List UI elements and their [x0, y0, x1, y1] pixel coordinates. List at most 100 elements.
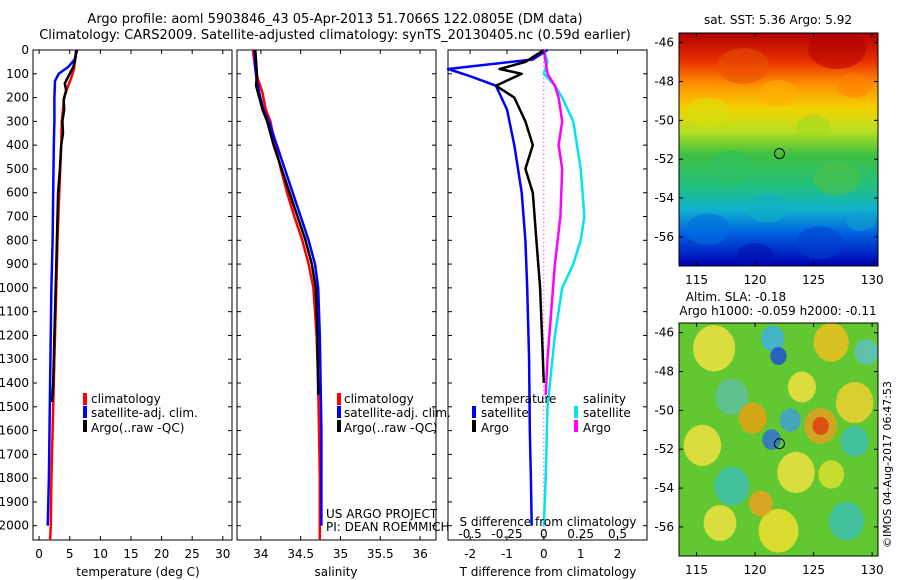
legend-label-climatology: climatology — [91, 392, 161, 406]
imos-watermark: ©IMOS 04-Aug-2017 06:47:53 — [881, 381, 894, 548]
legend-label-s-satellite: satellite — [583, 406, 631, 420]
sst-texture-patch — [736, 243, 774, 266]
temperature-xlabel: temperature (deg C) — [76, 565, 199, 579]
legend-label-argo: Argo(..raw -QC) — [91, 421, 184, 435]
y-tick-label: -46 — [654, 36, 674, 50]
sla-map-panel: Altim. SLA: -0.18 Argo h1000: -0.059 h20… — [654, 290, 883, 577]
sst-texture-patch — [796, 226, 843, 260]
temperature-axes-frame — [32, 49, 233, 541]
sla-eddy-patch — [812, 416, 829, 435]
sla-eddy-patch — [828, 501, 864, 541]
x-tick-label: 2 — [614, 547, 622, 561]
y-tick-label: 1700 — [0, 447, 29, 461]
series-line-satellite-adj-clim — [253, 49, 323, 526]
y-tick-label: 1200 — [0, 328, 29, 342]
temperature-legend: climatology satellite-adj. clim. Argo(..… — [83, 392, 198, 435]
sla-eddy-patch — [779, 408, 801, 432]
y-tick-label: 1000 — [0, 281, 29, 295]
legend-label-satellite: satellite-adj. clim. — [344, 406, 451, 420]
sla-eddy-patch — [738, 402, 767, 434]
pi-annotation: PI: DEAN ROEMMICH — [326, 520, 449, 534]
x-tick-label: 30 — [215, 547, 230, 561]
y-tick-label: 400 — [6, 138, 29, 152]
y-tick-label: -56 — [654, 520, 674, 534]
series-line-temperature-argo — [494, 48, 546, 384]
legend-swatch-climatology — [83, 393, 87, 405]
sla-eddy-patch — [854, 339, 878, 366]
sst-texture-patch — [813, 162, 861, 196]
x-tick-label: 10 — [93, 547, 108, 561]
legend-swatch-argo — [337, 420, 341, 432]
series-line-argo-raw-qc — [50, 49, 78, 403]
legend-swatch-t-satellite — [472, 406, 476, 418]
sla-eddy-patch — [715, 378, 749, 415]
legend-swatch-satellite — [337, 406, 341, 418]
x-tick-label: 34.5 — [287, 547, 314, 561]
series-line-argo-raw-qc — [254, 49, 320, 395]
x-tick-label: 0 — [540, 547, 548, 561]
y-tick-label: 1900 — [0, 495, 29, 509]
figure-title-line2: Climatology: CARS2009. Satellite-adjuste… — [39, 28, 631, 43]
sst-texture-patch — [708, 150, 756, 184]
y-tick-label: -52 — [654, 152, 674, 166]
y-tick-label: -56 — [654, 230, 674, 244]
y-tick-label: 1100 — [0, 305, 29, 319]
y-tick-label: 2000 — [0, 519, 29, 533]
sla-eddy-patch — [758, 508, 799, 553]
salinity-panel: 34 34.5 35 35.5 36 salinity climatology sate… — [236, 49, 451, 579]
series-line-salinity-argo — [542, 49, 564, 395]
x-tick-label: 130 — [861, 273, 884, 287]
x-tick-label: 120 — [744, 273, 767, 287]
legend-label-t-argo: Argo — [481, 421, 509, 435]
salinity-xlabel: salinity — [314, 565, 357, 579]
legend-label-t-satellite: satellite — [481, 406, 529, 420]
sst-texture-patch — [807, 33, 867, 70]
s-difference-label: S difference from climatology — [460, 515, 637, 529]
y-tick-label: -54 — [654, 481, 674, 495]
y-tick-label: -52 — [654, 442, 674, 456]
sla-eddy-patch — [693, 325, 736, 372]
x-tick-label: 25 — [185, 547, 200, 561]
y-tick-label: 700 — [6, 210, 29, 224]
legend-swatch-t-argo — [472, 420, 476, 432]
y-tick-label: 100 — [6, 67, 29, 81]
s-tick-label: 0.25 — [567, 527, 594, 541]
sst-map-title: sat. SST: 5.36 Argo: 5.92 — [704, 13, 852, 27]
y-tick-label: 900 — [6, 257, 29, 271]
t-difference-label: T difference from climatology — [459, 565, 637, 579]
x-tick-label: 36 — [412, 547, 427, 561]
y-tick-label: 1400 — [0, 376, 29, 390]
x-tick-label: 130 — [861, 563, 884, 577]
legend-swatch-s-satellite — [574, 406, 578, 418]
difference-legend: temperature salinity satellite Argo sate… — [472, 392, 631, 435]
project-annotation: US ARGO PROJECT — [326, 507, 438, 521]
sst-texture-patch — [759, 80, 798, 107]
sst-texture-patch — [687, 97, 730, 128]
sla-eddy-patch — [770, 346, 787, 366]
argo-position-marker — [773, 148, 785, 160]
sla-eddy-patch — [835, 382, 874, 424]
sst-texture-patch — [837, 73, 873, 98]
salinity-legend: climatology satellite-adj. clim. Argo(..… — [337, 392, 451, 435]
y-tick-label: 800 — [6, 233, 29, 247]
y-tick-label: 1800 — [0, 471, 29, 485]
y-tick-label: 0 — [21, 43, 29, 57]
y-tick-label: 1500 — [0, 400, 29, 414]
s-tick-label: -0.25 — [491, 527, 522, 541]
sst-texture-patch — [686, 213, 731, 245]
s-tick-label: 0.5 — [608, 527, 627, 541]
x-tick-label: 35.5 — [367, 547, 394, 561]
sla-eddy-patch — [813, 323, 849, 362]
sla-map-frame — [678, 322, 879, 557]
x-tick-label: 115 — [685, 563, 708, 577]
sla-eddy-patch — [787, 371, 816, 403]
y-tick-label: -48 — [654, 75, 674, 89]
legend-swatch-satellite — [83, 406, 87, 418]
x-tick-label: 5 — [66, 547, 74, 561]
sla-eddy-patch — [777, 451, 815, 494]
sla-eddy-patch — [760, 325, 785, 352]
x-tick-label: 35 — [333, 547, 348, 561]
legend-header-temperature: temperature — [481, 392, 556, 406]
sla-map-title-line2: Argo h1000: -0.059 h2000: -0.11 — [679, 304, 876, 318]
